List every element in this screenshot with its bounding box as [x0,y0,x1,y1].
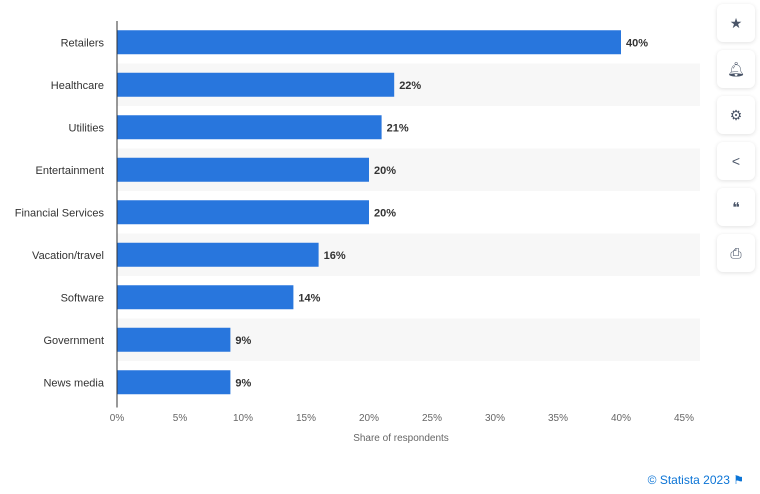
x-tick-label: 30% [485,413,505,424]
x-tick-label: 35% [548,413,568,424]
x-tick-label: 20% [359,413,379,424]
star-button[interactable]: ★ [717,4,755,42]
value-label: 40% [626,37,648,49]
x-tick-label: 5% [173,413,188,424]
bar-news-media[interactable] [117,370,231,395]
bar-utilities[interactable] [117,115,382,140]
bar-retailers[interactable] [117,30,621,55]
x-axis-title: Share of respondents [353,433,449,444]
bell-button[interactable]: 🔔︎ [717,50,755,88]
bar-government[interactable] [117,327,231,352]
bar-vacation-travel[interactable] [117,242,319,267]
category-label: Utilities [69,122,105,134]
quote-icon: ❝ [732,198,740,215]
gear-button[interactable]: ⚙ [717,96,755,134]
share-icon: < [731,153,741,169]
category-label: Financial Services [15,207,105,219]
bar-entertainment[interactable] [117,157,369,182]
value-label: 21% [387,122,409,134]
quote-button[interactable]: ❝ [717,188,755,226]
category-label: Vacation/travel [32,250,104,262]
x-tick-label: 45% [674,413,694,424]
bar-software[interactable] [117,285,294,310]
x-tick-label: 0% [110,413,125,424]
value-label: 20% [374,165,396,177]
bar-healthcare[interactable] [117,72,395,97]
category-label: Healthcare [51,80,104,92]
share-button[interactable]: < [717,142,755,180]
category-label: News media [43,377,104,389]
category-label: Software [61,292,104,304]
value-label: 9% [235,377,251,389]
value-label: 9% [235,335,251,347]
category-label: Entertainment [36,165,104,177]
credit-text[interactable]: © Statista 2023 [647,473,730,487]
bell-icon: 🔔︎ [727,60,745,77]
gear-icon: ⚙ [729,106,743,123]
category-label: Retailers [61,37,105,49]
value-label: 22% [399,80,421,92]
x-tick-label: 25% [422,413,442,424]
print-button[interactable]: ⎙ [717,234,755,272]
category-label: Government [43,335,104,347]
print-icon: ⎙ [730,244,742,261]
x-tick-label: 15% [296,413,316,424]
credit[interactable]: © Statista 2023 ⚑ [648,473,744,487]
star-icon: ★ [729,14,743,31]
value-label: 16% [324,250,346,262]
flag-icon: ⚑ [733,473,744,487]
value-label: 20% [374,207,396,219]
bar-financial-services[interactable] [117,200,369,225]
x-tick-label: 10% [233,413,253,424]
value-label: 14% [298,292,320,304]
x-tick-label: 40% [611,413,631,424]
